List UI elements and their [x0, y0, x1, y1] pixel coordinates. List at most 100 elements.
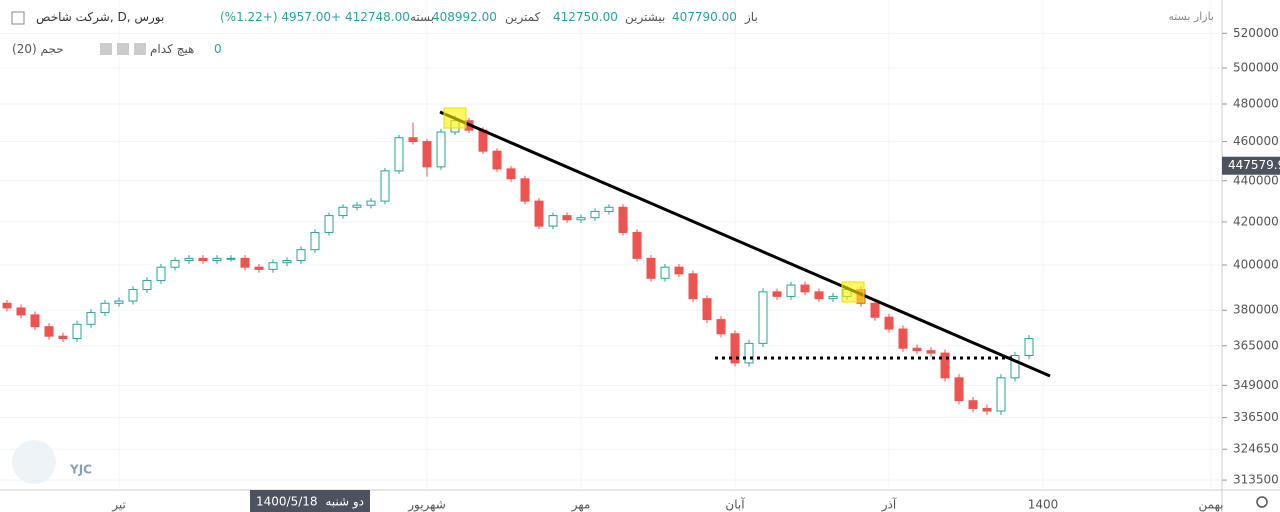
candle-body — [968, 400, 978, 409]
crosshair-label: 1400/5/18 — [256, 495, 318, 509]
highlight-box — [841, 281, 865, 303]
y-tick-label: 520000.00 — [1233, 26, 1280, 40]
candle-body — [422, 141, 432, 168]
candle-body — [618, 206, 628, 233]
candle-body — [58, 335, 68, 340]
close-icon[interactable] — [134, 43, 146, 55]
candle-body — [926, 350, 936, 354]
crosshair-box — [250, 490, 370, 512]
candle-body — [702, 298, 712, 321]
candle-body — [72, 323, 82, 340]
candle-body — [548, 215, 558, 227]
collapse-icon[interactable] — [11, 11, 25, 25]
y-tick-label: 365000.00 — [1233, 338, 1280, 352]
ohlc-value: 407790.00 — [672, 10, 737, 24]
x-tick-label: 1400 — [1028, 498, 1059, 512]
candle-body — [254, 266, 264, 270]
x-tick-label: بهمن — [1199, 498, 1224, 512]
y-tick-label: 349000.00 — [1233, 378, 1280, 392]
candle-body — [240, 257, 250, 268]
x-tick-label: تیر — [111, 498, 126, 512]
candle-body — [674, 266, 684, 275]
candle-body — [590, 210, 600, 219]
candle-body — [324, 215, 334, 233]
candle-body — [604, 206, 614, 212]
y-tick-label: 400000.00 — [1233, 257, 1280, 271]
candle-body — [688, 273, 698, 300]
candle-body — [982, 407, 992, 412]
settings-icon-small[interactable] — [117, 43, 129, 55]
candle-body — [576, 217, 586, 221]
y-tick-label: 420000.00 — [1233, 214, 1280, 228]
candle-body — [338, 206, 348, 217]
candle-body — [912, 347, 922, 352]
candle-body — [1010, 355, 1020, 379]
candle-body — [366, 200, 376, 206]
candle-body — [646, 257, 656, 279]
x-tick-label: مهر — [571, 498, 591, 512]
candle-body — [562, 215, 572, 221]
last-price-box — [1222, 156, 1280, 175]
candle-body — [786, 284, 796, 297]
x-tick-label: آبان — [725, 497, 745, 512]
candle-body — [520, 178, 530, 202]
candle-body — [814, 291, 824, 300]
candle-body — [100, 302, 110, 314]
market-status: بازار بسته — [1168, 10, 1214, 23]
candle-body — [184, 257, 194, 262]
highlight-box — [443, 107, 467, 129]
candle-body — [44, 326, 54, 337]
candle-body — [660, 266, 670, 279]
candle-body — [170, 260, 180, 268]
candle-body — [772, 291, 782, 297]
ohlc-label: کمترین — [505, 10, 541, 24]
candle-body — [296, 249, 306, 262]
zero: 0 — [214, 42, 222, 56]
none-label: هیچ کدام — [150, 42, 195, 56]
crosshair-day: دو شنبه — [325, 495, 364, 510]
ohlc-label: بیشترین — [625, 10, 666, 24]
ohlc-label: بسته — [410, 10, 435, 24]
y-tick-label: 380000.00 — [1233, 303, 1280, 317]
ohlc-value: 408992.00 — [432, 10, 497, 24]
candle-body — [632, 231, 642, 259]
candle-body — [436, 131, 446, 168]
y-tick-label: 440000.00 — [1233, 173, 1280, 187]
candle-body — [86, 312, 96, 325]
candle-body — [310, 231, 320, 251]
change: (%1.22+) 4957.00+ — [220, 10, 342, 24]
symbol[interactable]: بورس ,D ,شرکت شاخص — [36, 10, 165, 24]
candle-body — [226, 257, 236, 260]
candle-body — [996, 377, 1006, 412]
y-tick-label: 313500.00 — [1233, 473, 1280, 487]
candle-body — [800, 284, 810, 293]
candle-body — [870, 302, 880, 318]
volume[interactable]: حجم (20) — [12, 42, 64, 56]
candle-body — [744, 342, 754, 364]
candle-body — [940, 352, 950, 379]
candle-body — [730, 333, 740, 364]
watermark: YJC — [69, 463, 92, 477]
ohlc-label: باز — [745, 10, 758, 24]
candle-body — [380, 170, 390, 202]
y-tick-label: 336500.00 — [1233, 410, 1280, 424]
eye-icon[interactable] — [100, 43, 112, 55]
candle-body — [114, 300, 124, 304]
logo — [12, 440, 56, 484]
candle-body — [954, 377, 964, 402]
ohlc-value: 412748.00 — [345, 10, 410, 24]
last-price-label: 447579.9 — [1228, 158, 1280, 172]
x-tick-label: شهریور — [407, 498, 446, 512]
candle-body — [506, 168, 516, 180]
candle-body — [1024, 338, 1034, 357]
candle-body — [30, 314, 40, 328]
candle-body — [394, 137, 404, 172]
candle-body — [128, 289, 138, 302]
y-tick-label: 500000.00 — [1233, 60, 1280, 74]
settings-icon[interactable] — [1256, 496, 1268, 508]
plot-area — [0, 0, 1222, 490]
candle-body — [352, 204, 362, 208]
y-tick-label: 480000.00 — [1233, 96, 1280, 110]
candle-body — [142, 280, 152, 291]
